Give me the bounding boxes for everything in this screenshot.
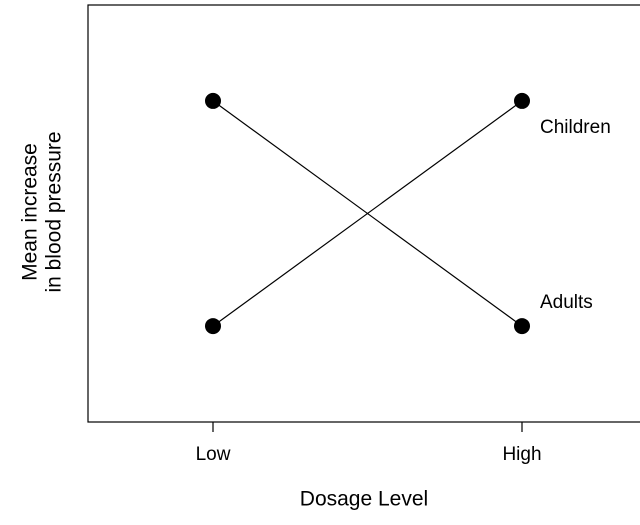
y-axis-label: in blood pressure	[43, 131, 66, 292]
data-point	[514, 92, 530, 109]
data-point	[205, 92, 221, 109]
plot-frame	[87, 4, 640, 423]
x-tick-label: High	[502, 444, 541, 465]
data-point	[205, 318, 221, 335]
series-line	[212, 100, 523, 327]
series-label: Adults	[540, 292, 593, 313]
series-label: Children	[540, 117, 611, 138]
x-tick-label: Low	[196, 444, 231, 465]
data-point	[514, 318, 530, 335]
x-axis-label: Dosage Level	[300, 488, 428, 511]
y-axis-label: Mean increase	[19, 143, 42, 281]
